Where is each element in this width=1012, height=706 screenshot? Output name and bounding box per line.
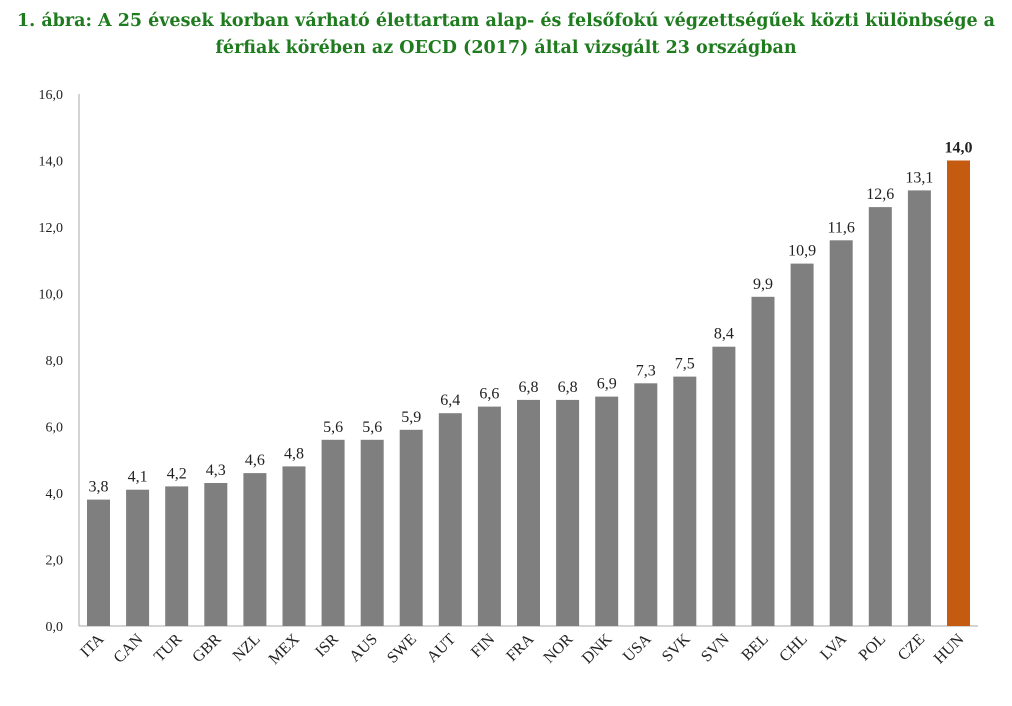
bar-fin [477,406,501,626]
value-label-dnk: 6,9 [597,376,617,393]
y-tick-label: 14,0 [39,155,64,170]
bar-bel [751,296,775,626]
category-label-fra: FRA [503,630,537,664]
bar-ita [87,499,110,626]
category-label-usa: USA [620,630,655,665]
category-label-chl: CHL [776,631,811,666]
category-label-mex: MEX [266,630,303,667]
bar-swe [399,429,423,626]
value-label-svn: 8,4 [714,326,734,343]
value-label-aut: 6,4 [440,392,460,409]
bar-gbr [204,483,228,626]
category-label-swe: SWE [384,631,420,667]
value-label-ita: 3,8 [89,479,109,496]
category-label-dnk: DNK [579,630,616,667]
value-label-svk: 7,5 [675,356,695,373]
value-label-nzl: 4,6 [245,452,265,469]
value-label-lva: 11,6 [827,219,854,236]
y-tick-label: 10,0 [39,288,64,303]
bar-nzl [243,473,267,626]
category-label-cze: CZE [895,631,928,664]
y-tick-label: 4,0 [46,487,64,502]
chart-title-line-2: férfiak körében az OECD (2017) által viz… [215,38,797,58]
value-label-tur: 4,2 [167,465,187,482]
bar-can [126,489,150,626]
category-label-gbr: GBR [189,631,225,667]
bar-nor [556,399,580,626]
value-label-usa: 7,3 [636,362,656,379]
value-label-chl: 10,9 [788,243,816,260]
value-label-gbr: 4,3 [206,462,226,479]
category-label-ita: ITA [77,630,107,660]
category-label-lva: LVA [817,630,850,663]
y-tick-label: 0,0 [46,620,64,635]
bar-aut [438,413,462,626]
bar-aus [360,439,384,626]
category-label-aut: AUT [424,631,459,666]
y-tick-label: 8,0 [46,354,64,369]
bar-hun [947,160,970,626]
value-label-aus: 5,6 [362,419,382,436]
value-label-isr: 5,6 [323,419,343,436]
category-label-bel: BEL [738,631,771,664]
y-tick-label: 12,0 [39,221,64,236]
chart-title: 1. ábra: A 25 évesek korban várható élet… [0,8,1012,62]
category-label-isr: ISR [312,631,342,661]
bar-cze [907,190,931,626]
bar-isr [321,439,345,626]
bar-mex [282,466,306,626]
category-label-can: CAN [111,630,147,666]
category-label-svn: SVN [698,630,733,665]
value-label-swe: 5,9 [401,409,421,426]
category-label-nor: NOR [541,631,577,667]
category-label-aus: AUS [346,631,381,666]
category-label-hun: HUN [931,630,968,667]
category-label-tur: TUR [151,631,186,666]
y-tick-label: 2,0 [46,554,64,569]
bar-tur [165,486,189,626]
y-tick-label: 16,0 [39,88,64,103]
bar-usa [634,383,658,626]
category-label-pol: POL [856,631,889,664]
bar-lva [829,240,853,627]
bar-dnk [595,396,619,626]
y-tick-label: 6,0 [46,421,64,436]
category-label-svk: SVK [659,630,694,665]
value-label-fra: 6,8 [519,379,539,396]
value-label-hun: 14,0 [945,140,973,157]
bar-pol [868,207,892,626]
value-label-bel: 9,9 [753,276,773,293]
bar-svn [712,346,736,626]
category-label-fin: FIN [468,630,499,661]
value-label-cze: 13,1 [905,169,933,186]
category-label-nzl: NZL [230,631,264,665]
bar-chl [790,263,814,626]
value-label-mex: 4,8 [284,445,304,462]
chart-title-line-1: 1. ábra: A 25 évesek korban várható élet… [16,11,996,31]
bar-fra [517,399,540,626]
value-label-nor: 6,8 [558,379,578,396]
bar-svk [673,376,697,626]
value-label-can: 4,1 [128,469,148,486]
value-label-pol: 12,6 [866,186,894,203]
value-label-fin: 6,6 [479,386,499,403]
